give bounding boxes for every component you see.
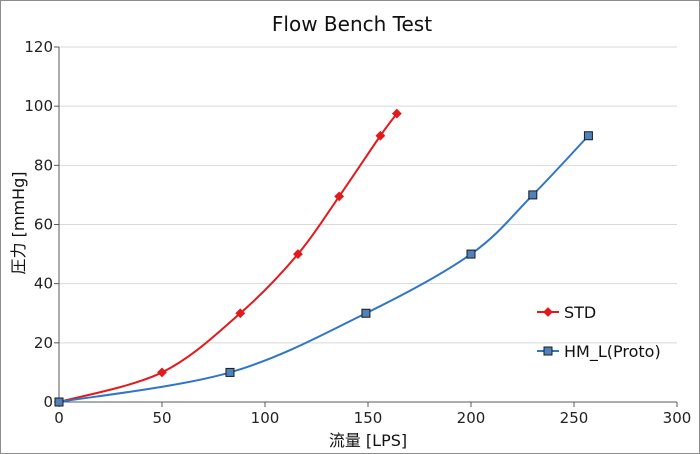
x-tick-label: 100 bbox=[251, 409, 280, 427]
diamond-marker bbox=[157, 367, 167, 378]
legend-item-0: STD bbox=[537, 303, 596, 322]
square-marker bbox=[361, 308, 371, 318]
legend: STD HM_L(Proto) bbox=[537, 303, 661, 362]
series-1 bbox=[54, 131, 593, 407]
series-line-1 bbox=[58, 135, 590, 403]
x-tick-label: 50 bbox=[152, 409, 171, 427]
diamond-marker bbox=[293, 249, 303, 259]
y-tick-label: 40 bbox=[34, 275, 53, 293]
x-tick-label: 200 bbox=[457, 409, 486, 427]
x-axis-label: 流量 [LPS] bbox=[329, 431, 407, 450]
axes bbox=[54, 46, 678, 407]
series-0 bbox=[54, 108, 402, 407]
y-axis-label: 圧力 [mmHg] bbox=[9, 172, 28, 275]
square-marker bbox=[225, 367, 235, 377]
square-marker bbox=[528, 190, 538, 200]
chart-title: Flow Bench Test bbox=[272, 12, 432, 36]
square-marker bbox=[466, 249, 476, 259]
square-marker bbox=[54, 397, 64, 407]
y-tick-label: 100 bbox=[24, 97, 53, 115]
legend-marker bbox=[543, 346, 553, 356]
x-tick-label: 250 bbox=[560, 409, 589, 427]
legend-label: HM_L(Proto) bbox=[564, 342, 661, 362]
tick-labels: 0 20 40 60 80 100 120 0 50 100 150 200 250 300 bbox=[24, 38, 691, 427]
legend-label: STD bbox=[564, 303, 596, 322]
y-tick-label: 120 bbox=[24, 38, 53, 56]
diamond-marker bbox=[375, 130, 386, 141]
square-marker bbox=[583, 131, 593, 141]
x-tick-label: 300 bbox=[663, 409, 692, 427]
y-tick-label: 20 bbox=[34, 334, 53, 352]
series-layer bbox=[54, 108, 593, 407]
legend-marker bbox=[543, 307, 553, 317]
diamond-marker bbox=[334, 191, 345, 202]
y-tick-label: 60 bbox=[34, 216, 53, 234]
series-line-0 bbox=[58, 112, 398, 403]
diamond-marker bbox=[235, 308, 246, 319]
legend-item-1: HM_L(Proto) bbox=[537, 342, 661, 362]
grid-lines bbox=[59, 46, 677, 344]
x-tick-label: 0 bbox=[54, 409, 64, 427]
x-tick-label: 150 bbox=[354, 409, 383, 427]
y-tick-label: 0 bbox=[43, 393, 53, 411]
y-tick-label: 80 bbox=[34, 156, 53, 174]
diamond-marker bbox=[391, 108, 402, 119]
